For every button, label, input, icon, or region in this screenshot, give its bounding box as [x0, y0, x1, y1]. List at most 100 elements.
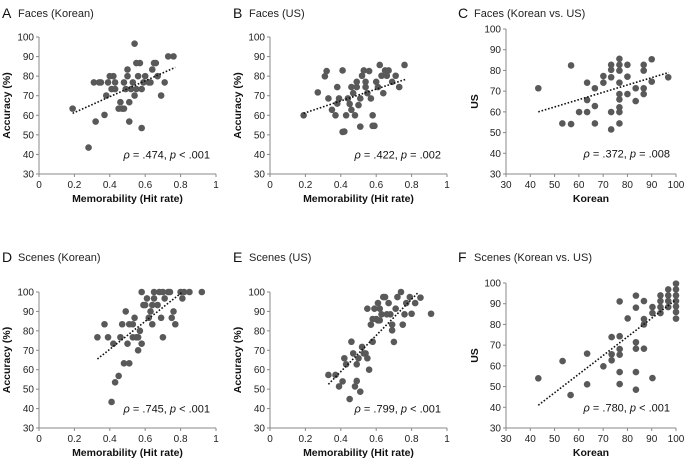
data-point	[664, 303, 672, 311]
data-point	[111, 85, 119, 93]
y-tick-label: 60	[254, 111, 266, 122]
y-tick-label: 80	[23, 326, 35, 337]
data-point	[321, 73, 329, 80]
data-point	[417, 294, 424, 301]
data-point	[148, 66, 156, 73]
data-point	[186, 288, 193, 296]
data-point	[134, 346, 142, 354]
data-point	[141, 72, 149, 80]
x-tick-label: 30	[500, 180, 512, 191]
y-tick-label: 90	[23, 307, 35, 318]
x-tick-label: 0.4	[334, 180, 348, 191]
y-tick-label: 90	[490, 299, 502, 310]
x-tick-label: 50	[549, 434, 561, 445]
data-point	[101, 111, 108, 119]
y-tick-label: 100	[484, 279, 501, 290]
data-point	[335, 383, 343, 390]
data-point	[616, 351, 623, 358]
y-tick-label: 40	[254, 150, 266, 161]
data-point	[348, 83, 355, 91]
trendline	[303, 78, 407, 115]
data-point	[108, 398, 115, 406]
data-point	[339, 67, 346, 74]
data-point	[649, 303, 656, 311]
data-point	[616, 79, 623, 86]
data-point	[616, 67, 623, 74]
data-point	[314, 89, 322, 96]
data-point	[394, 293, 401, 301]
data-point	[335, 95, 343, 102]
data-point	[131, 40, 138, 47]
data-point	[648, 78, 656, 85]
data-point	[154, 301, 161, 309]
data-point	[672, 297, 680, 305]
data-point	[608, 350, 615, 358]
data-point	[356, 388, 364, 395]
data-point	[170, 308, 177, 315]
data-point	[583, 380, 591, 388]
p-value: = .008	[636, 148, 670, 160]
data-point	[559, 357, 566, 365]
data-point	[147, 308, 154, 315]
data-point	[632, 84, 639, 92]
data-point	[360, 67, 368, 74]
data-point	[657, 292, 664, 299]
data-point	[136, 327, 144, 335]
data-point	[124, 72, 131, 80]
y-tick-label: 90	[490, 45, 502, 56]
data-point	[104, 333, 112, 341]
data-point	[362, 83, 369, 91]
data-point	[378, 311, 385, 318]
data-point	[159, 333, 167, 341]
y-axis-label: US	[469, 94, 481, 109]
trendline	[537, 298, 677, 406]
rho-value: = .474,	[130, 149, 170, 161]
p-symbol: p	[400, 149, 407, 161]
data-point	[583, 350, 591, 357]
correlation-annotation: ρ = .474, p < .001	[123, 149, 210, 161]
data-point	[134, 333, 142, 341]
rho-symbol: ρ	[583, 148, 590, 160]
data-point	[567, 120, 575, 128]
data-point	[125, 360, 133, 367]
data-point	[383, 72, 391, 80]
y-tick-label: 70	[490, 87, 502, 98]
data-point	[616, 61, 623, 69]
y-tick-label: 80	[490, 320, 502, 331]
data-point	[159, 288, 167, 296]
data-point	[136, 59, 144, 67]
data-point	[640, 345, 648, 352]
y-tick-label: 40	[490, 403, 502, 414]
data-point	[616, 380, 623, 388]
x-tick-label: 0.2	[67, 180, 81, 191]
data-point	[374, 83, 382, 91]
data-point	[388, 321, 396, 328]
trendline	[96, 291, 183, 360]
data-point	[362, 78, 369, 86]
data-point	[353, 360, 361, 368]
data-point	[148, 301, 156, 309]
x-tick-label: 0.6	[138, 180, 152, 191]
data-point	[101, 320, 108, 328]
panel-letter: F	[458, 249, 467, 265]
data-point	[401, 61, 408, 69]
y-tick-label: 50	[254, 385, 266, 396]
data-point	[632, 386, 640, 393]
data-point	[356, 95, 364, 102]
data-point	[125, 118, 133, 125]
data-point	[118, 320, 126, 328]
data-point	[110, 340, 117, 347]
data-point	[616, 55, 623, 63]
data-point	[342, 111, 350, 119]
y-tick-label: 60	[490, 361, 502, 372]
data-point	[166, 288, 174, 296]
panel-title: Faces (Korean)	[18, 8, 94, 20]
data-point	[133, 85, 140, 93]
p-symbol: p	[169, 403, 176, 415]
data-point	[640, 297, 648, 305]
rho-symbol: ρ	[354, 403, 361, 415]
data-point	[102, 92, 110, 99]
data-point	[632, 345, 640, 352]
panel-e: E Scenes (US) 30 40 50 60 70 80 90 100 0 0.2 0.4 0.6 0…	[232, 249, 450, 459]
panel-title: Scenes (US)	[249, 252, 311, 264]
